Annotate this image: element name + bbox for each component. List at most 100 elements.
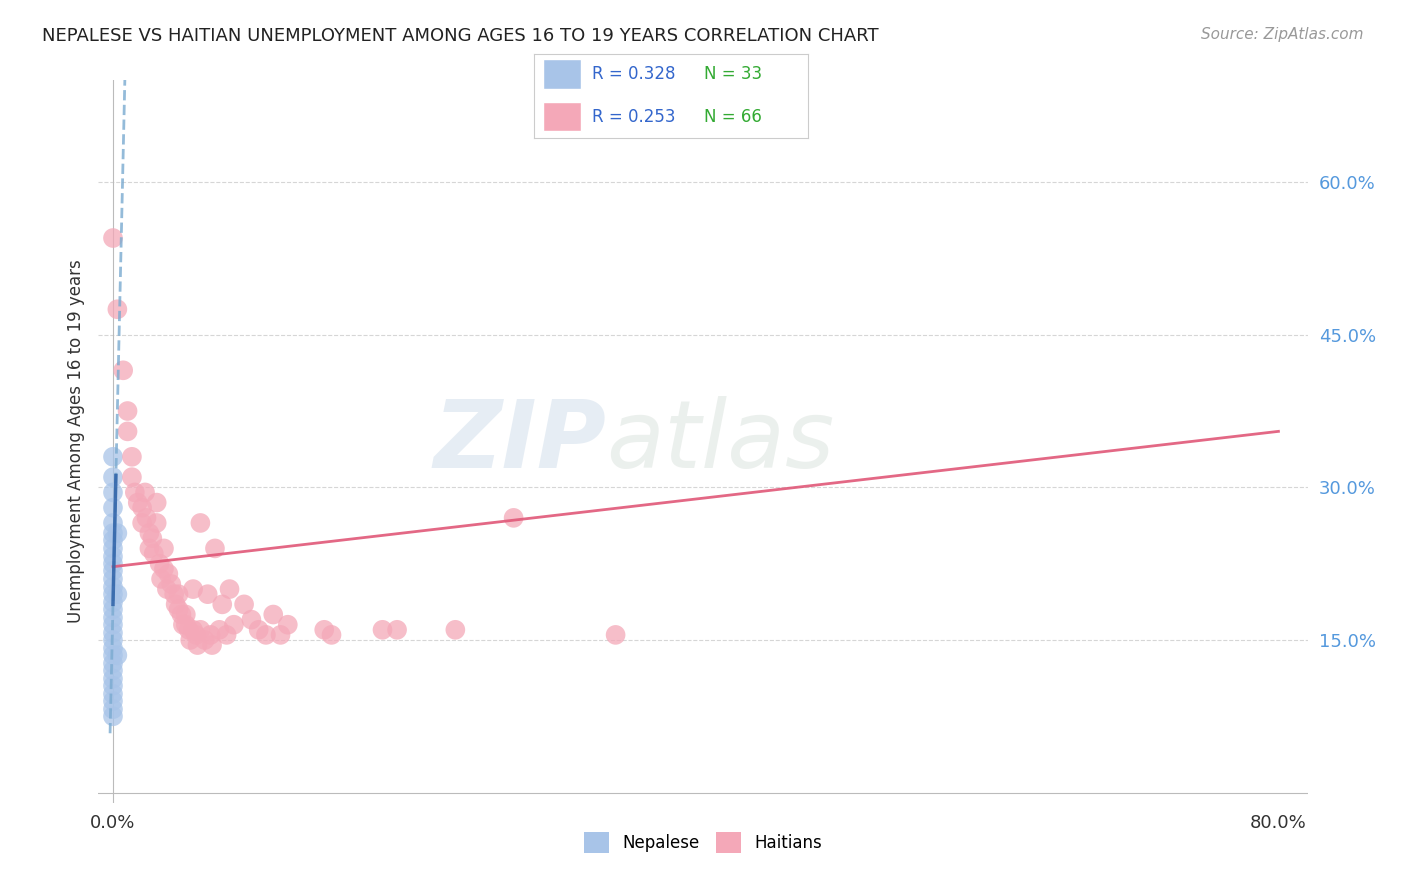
Point [101, 687, 124, 701]
Text: ZIP: ZIP [433, 395, 606, 488]
Point [172, 617, 194, 632]
Point [101, 602, 124, 616]
Point [101, 664, 124, 678]
Point [181, 582, 204, 596]
Y-axis label: Unemployment Among Ages 16 to 19 years: Unemployment Among Ages 16 to 19 years [66, 260, 84, 624]
Point [197, 587, 219, 601]
Point [135, 511, 157, 525]
Point [105, 587, 128, 601]
Point [121, 470, 143, 484]
Point [190, 516, 212, 530]
Point [101, 526, 124, 541]
Point [247, 623, 270, 637]
Point [167, 587, 190, 601]
Point [277, 617, 299, 632]
Point [174, 617, 197, 632]
Point [105, 302, 128, 317]
Text: Source: ZipAtlas.com: Source: ZipAtlas.com [1201, 27, 1364, 42]
Bar [543, 60, 581, 89]
Point [105, 648, 128, 663]
Point [101, 632, 124, 647]
Point [145, 495, 167, 509]
Point [153, 541, 176, 556]
Point [101, 709, 124, 723]
Point [163, 587, 186, 601]
Point [181, 623, 204, 637]
Point [101, 549, 124, 564]
Text: R = 0.253: R = 0.253 [592, 108, 675, 126]
Point [177, 623, 200, 637]
Point [142, 546, 165, 560]
Point [121, 450, 143, 464]
Point [101, 648, 124, 663]
Point [117, 425, 139, 439]
Point [254, 628, 277, 642]
Point [101, 485, 124, 500]
Point [160, 577, 183, 591]
Point [222, 617, 245, 632]
Point [101, 470, 124, 484]
Point [145, 516, 167, 530]
Point [174, 607, 197, 622]
Point [240, 613, 263, 627]
Point [101, 557, 124, 571]
Point [101, 617, 124, 632]
Point [211, 598, 233, 612]
Text: N = 66: N = 66 [704, 108, 762, 126]
Point [101, 702, 124, 716]
Point [190, 623, 212, 637]
Point [215, 628, 238, 642]
Point [101, 610, 124, 624]
Point [165, 598, 187, 612]
Point [131, 516, 153, 530]
Point [156, 582, 179, 596]
Text: N = 33: N = 33 [704, 65, 762, 83]
Point [218, 582, 240, 596]
Point [262, 607, 284, 622]
Point [179, 632, 201, 647]
Point [153, 562, 176, 576]
Point [204, 541, 226, 556]
Point [101, 533, 124, 548]
Point [101, 672, 124, 686]
Point [150, 572, 173, 586]
Point [101, 450, 124, 464]
Point [101, 679, 124, 693]
Point [157, 566, 180, 581]
Point [138, 541, 160, 556]
Point [141, 531, 163, 545]
Point [149, 557, 172, 571]
Point [270, 628, 292, 642]
Point [101, 595, 124, 609]
Point [502, 511, 524, 525]
Bar [543, 102, 581, 131]
Point [371, 623, 394, 637]
Point [101, 572, 124, 586]
Point [105, 526, 128, 541]
Point [101, 587, 124, 601]
Point [127, 495, 149, 509]
Point [184, 628, 207, 642]
Point [101, 657, 124, 671]
Point [101, 580, 124, 594]
Point [186, 638, 208, 652]
Point [101, 516, 124, 530]
Text: R = 0.328: R = 0.328 [592, 65, 675, 83]
Point [167, 602, 190, 616]
Point [200, 628, 222, 642]
Point [170, 607, 193, 622]
Text: atlas: atlas [606, 396, 835, 487]
Point [101, 694, 124, 708]
Point [134, 485, 156, 500]
Point [605, 628, 627, 642]
Point [101, 231, 124, 245]
Point [112, 363, 135, 377]
Point [201, 638, 224, 652]
Point [124, 485, 146, 500]
Point [101, 500, 124, 515]
Point [321, 628, 343, 642]
Point [131, 500, 153, 515]
Point [117, 404, 139, 418]
Point [208, 623, 231, 637]
Text: NEPALESE VS HAITIAN UNEMPLOYMENT AMONG AGES 16 TO 19 YEARS CORRELATION CHART: NEPALESE VS HAITIAN UNEMPLOYMENT AMONG A… [42, 27, 879, 45]
